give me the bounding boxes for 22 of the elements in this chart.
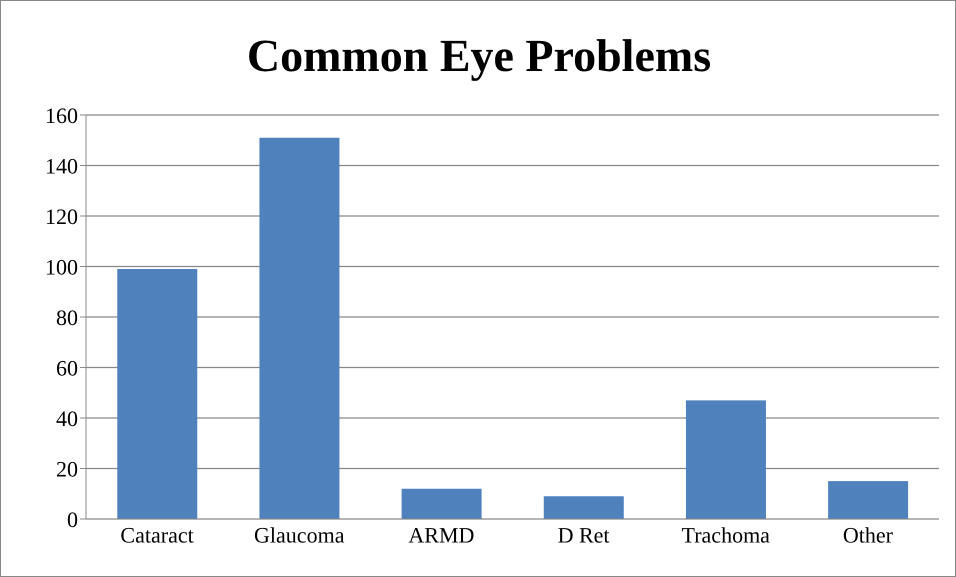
y-tick-label: 100 (45, 254, 78, 280)
bar (828, 481, 908, 519)
y-tick-label: 20 (56, 456, 78, 482)
x-tick-label: Glaucoma (254, 522, 345, 548)
y-tick-label: 160 (45, 102, 78, 128)
y-tick-label: 120 (45, 204, 78, 229)
x-tick-label: Other (842, 522, 894, 548)
y-tick-label: 140 (45, 153, 78, 178)
chart-title: Common Eye Problems (246, 29, 712, 82)
bar (259, 138, 340, 519)
bar (117, 269, 198, 519)
y-tick-label: 0 (67, 506, 78, 532)
y-tick-label: 40 (56, 406, 78, 431)
y-tick-label: 60 (56, 355, 78, 380)
bar (402, 488, 482, 519)
x-tick-label: ARMD (408, 522, 474, 548)
x-tick-label: D Ret (558, 522, 610, 548)
bar (686, 400, 766, 519)
x-tick-label: Cataract (120, 522, 194, 548)
bar (544, 496, 624, 519)
y-tick-label: 80 (56, 304, 78, 330)
x-tick-label: Trachoma (682, 522, 770, 548)
